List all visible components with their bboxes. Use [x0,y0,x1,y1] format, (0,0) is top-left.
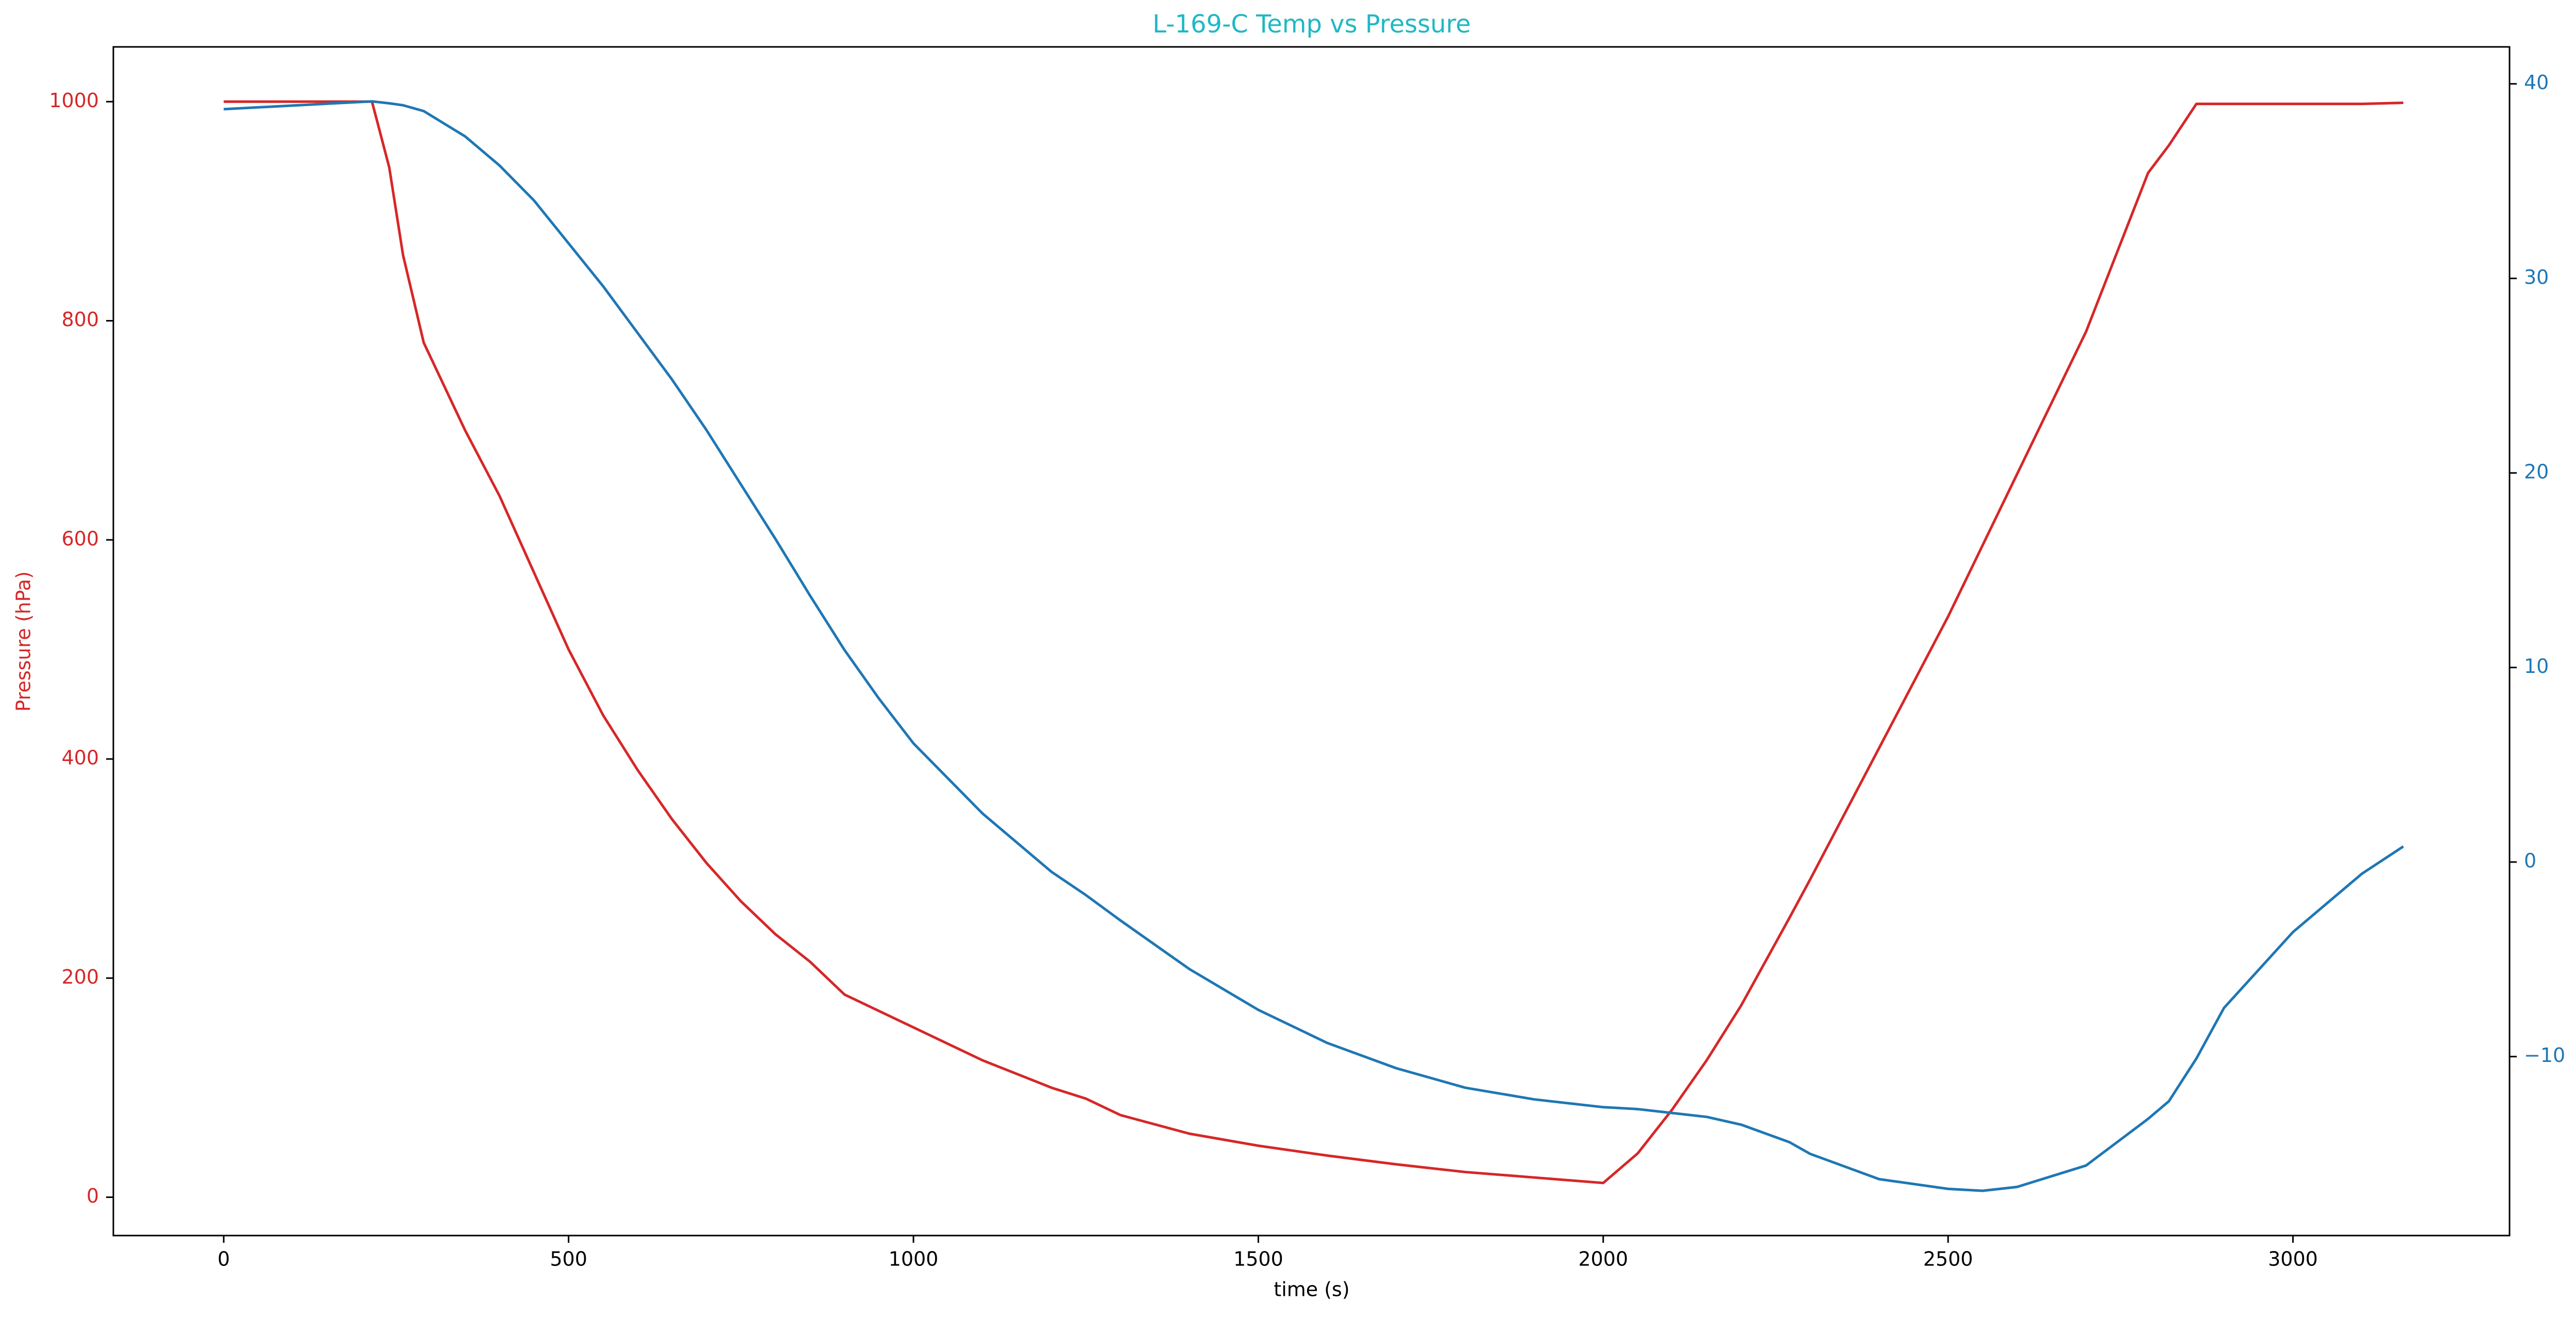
x-tick-label: 500 [550,1248,587,1271]
y-tick-label: 200 [61,966,99,988]
y2-tick-label: 10 [2524,655,2549,678]
y2-tick-label: 20 [2524,460,2549,483]
plot-frame [112,46,2511,1237]
x-tick-label: 3000 [2268,1248,2318,1271]
x-tick-label: 2000 [1578,1248,1628,1271]
y-axis-label: Pressure (hPa) [12,571,35,712]
series-line [224,100,2404,1192]
x-axis-label: time (s) [1274,1278,1349,1301]
y-tick-label: 0 [87,1185,99,1207]
y2-tick-label: −10 [2524,1044,2565,1067]
y-tick-label: 800 [61,308,99,331]
x-tick-label: 0 [217,1248,230,1271]
y-tick-label: 400 [61,747,99,769]
chart-title: L-169-C Temp vs Pressure [1153,10,1471,39]
x-tick-label: 2500 [1923,1248,1973,1271]
x-tick-label: 1500 [1233,1248,1283,1271]
y2-tick-label: 40 [2524,71,2549,94]
y-tick-label: 1000 [49,89,99,112]
series-line [224,100,2403,1185]
y2-tick-label: 30 [2524,266,2549,289]
y2-tick-label: 0 [2524,850,2536,872]
x-tick-label: 1000 [889,1248,939,1271]
y-tick-label: 600 [61,527,99,550]
